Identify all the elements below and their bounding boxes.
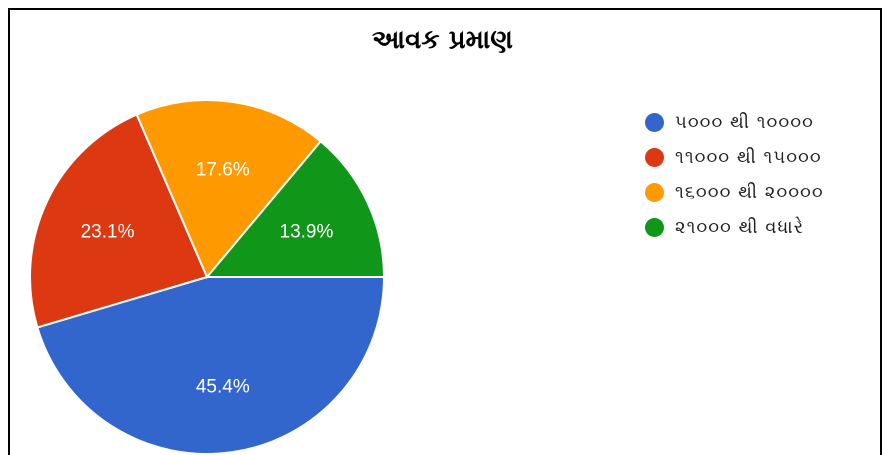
legend-item[interactable]: ૨૧૦૦૦ થી વધારે — [645, 216, 824, 238]
legend-swatch — [645, 217, 664, 237]
pie-slice[interactable] — [36, 276, 386, 455]
legend-label: ૧૧૦૦૦ થી ૧૫૦૦૦ — [675, 146, 822, 168]
legend: ૫૦૦૦ થી ૧૦૦૦૦ ૧૧૦૦૦ થી ૧૫૦૦૦ ૧૬૦૦૦ થી ૨૦૦૦… — [645, 112, 824, 252]
slice-label: 17.6% — [196, 159, 250, 180]
chart-title: આવક પ્રમાણ — [372, 25, 513, 55]
legend-label: ૫૦૦૦ થી ૧૦૦૦૦ — [675, 111, 814, 133]
legend-label: ૨૧૦૦૦ થી વધારે — [675, 216, 805, 238]
legend-item[interactable]: ૧૬૦૦૦ થી ૨૦૦૦૦ — [645, 181, 824, 203]
slice-label: 45.4% — [196, 377, 250, 398]
pie-slice[interactable] — [135, 99, 323, 279]
slice-label: 13.9% — [280, 222, 334, 243]
legend-swatch — [645, 112, 664, 132]
legend-item[interactable]: ૫૦૦૦ થી ૧૦૦૦૦ — [645, 111, 824, 133]
slice-label: 23.1% — [81, 222, 135, 243]
pie-slice[interactable] — [29, 113, 209, 329]
pie-slice[interactable] — [204, 139, 386, 278]
legend-swatch — [645, 147, 664, 167]
legend-swatch — [645, 182, 664, 202]
legend-item[interactable]: ૧૧૦૦૦ થી ૧૫૦૦૦ — [645, 146, 824, 168]
legend-label: ૧૬૦૦૦ થી ૨૦૦૦૦ — [675, 181, 824, 203]
